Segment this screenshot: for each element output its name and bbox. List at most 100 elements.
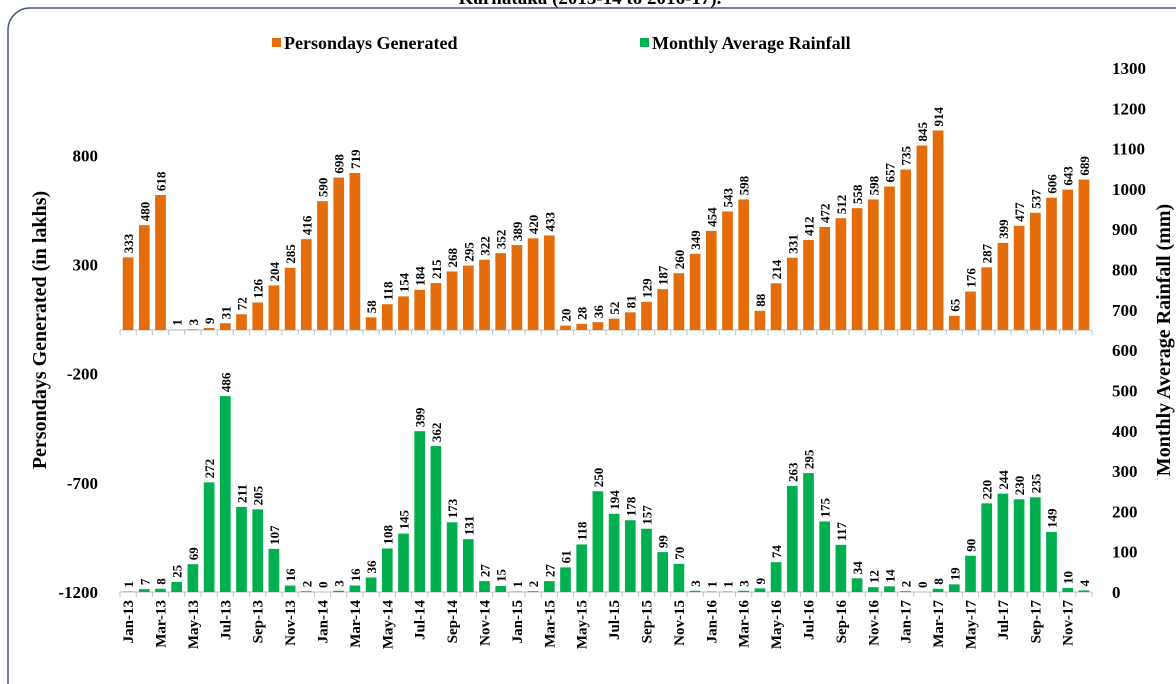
value-label: 149 (1045, 508, 1060, 528)
bar (236, 314, 247, 330)
value-label: 433 (542, 211, 557, 231)
y-tick-label: 300 (73, 256, 99, 275)
value-label: 657 (883, 163, 898, 183)
bar (1046, 197, 1057, 330)
bar (462, 539, 474, 592)
value-label: 61 (559, 550, 574, 563)
bar (511, 245, 523, 330)
x-tick-label: Sep-13 (251, 600, 267, 643)
chart-title: Karnataka (2013-14 to 2016-17). (459, 0, 722, 9)
value-label: 719 (348, 149, 363, 169)
value-label: 537 (1028, 189, 1043, 209)
value-label: 512 (834, 195, 849, 215)
value-label: 590 (316, 178, 331, 198)
bar (560, 567, 571, 592)
x-tick-label: Mar-15 (542, 600, 558, 648)
bar (624, 312, 636, 330)
legend-label: Monthly Average Rainfall (652, 33, 851, 53)
bar (657, 289, 669, 330)
x-tick-label: Jul-13 (218, 600, 234, 640)
x-tick-label: May-14 (380, 600, 396, 650)
x-tick-label: May-13 (186, 600, 202, 649)
frame (7, 7, 1176, 684)
bar (203, 482, 215, 592)
bar (430, 446, 442, 592)
y2-tick-label: 300 (1112, 462, 1138, 481)
value-label: 480 (137, 202, 152, 222)
value-label: 175 (818, 497, 833, 517)
bar (884, 186, 895, 330)
bar (705, 230, 717, 330)
bar (770, 283, 782, 330)
bar (997, 242, 1009, 330)
value-label: 173 (445, 498, 460, 518)
value-label: 205 (251, 485, 266, 505)
bar (738, 199, 750, 330)
value-label: 260 (672, 250, 687, 270)
bar (932, 588, 944, 592)
bar (754, 588, 766, 592)
value-label: 3 (688, 580, 703, 587)
value-label: 25 (170, 564, 185, 578)
value-label: 129 (640, 278, 655, 298)
bar (1078, 179, 1090, 330)
bar (722, 211, 733, 330)
bar (997, 493, 1009, 592)
value-label: 9 (753, 577, 768, 584)
value-label: 12 (866, 570, 881, 583)
value-label: 0 (316, 582, 331, 589)
bar (576, 544, 588, 592)
value-label: 698 (332, 154, 347, 174)
bar (786, 257, 798, 330)
value-label: 145 (397, 510, 412, 530)
bar (236, 506, 247, 592)
bar (884, 586, 895, 592)
bar (252, 509, 264, 592)
x-tick-label: Sep-17 (1028, 600, 1044, 644)
x-tick-label: Jan-13 (121, 600, 137, 643)
value-label: 244 (996, 470, 1011, 490)
bar (381, 304, 393, 330)
bar (819, 521, 831, 592)
bar (284, 585, 296, 592)
value-label: 263 (785, 462, 800, 482)
value-label: 235 (1028, 473, 1043, 493)
bar (592, 322, 604, 330)
value-label: 19 (947, 567, 962, 581)
bar (867, 587, 879, 592)
bar (203, 328, 215, 330)
value-label: 16 (348, 568, 363, 582)
bar (1062, 189, 1074, 330)
y2-tick-label: 1000 (1112, 180, 1146, 199)
bar (1013, 499, 1025, 592)
value-label: 287 (980, 243, 995, 263)
bar (155, 195, 166, 330)
value-label: 2 (299, 581, 314, 588)
x-tick-label: May-15 (575, 600, 591, 649)
value-label: 88 (753, 293, 768, 307)
bar (171, 581, 183, 592)
y2-tick-label: 1100 (1112, 140, 1145, 159)
value-label: 72 (235, 297, 250, 310)
value-label: 118 (380, 281, 395, 300)
bar (398, 296, 409, 330)
bar (851, 578, 863, 592)
value-label: 230 (1012, 476, 1027, 496)
bar (786, 485, 798, 592)
bar (300, 591, 312, 592)
value-label: 389 (510, 221, 525, 241)
bar (657, 552, 669, 592)
y-tick-label: -700 (67, 474, 98, 493)
value-label: 31 (218, 306, 233, 319)
value-label: 399 (413, 407, 428, 427)
value-label: 69 (186, 547, 201, 561)
bar (543, 581, 555, 592)
value-label: 28 (575, 306, 590, 320)
bar (916, 145, 928, 330)
value-label: 15 (494, 568, 509, 582)
bar (1046, 531, 1057, 592)
x-tick-label: Nov-16 (866, 600, 882, 646)
value-label: 322 (478, 236, 493, 256)
bar (754, 310, 766, 330)
